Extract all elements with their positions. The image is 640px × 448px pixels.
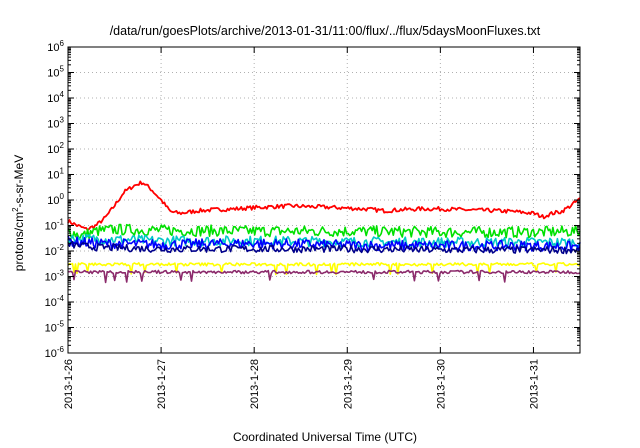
y-tick-label: 106 [47, 39, 64, 54]
x-tick-label: 2013-1-30 [435, 359, 447, 409]
y-axis-label-sup: 2 [11, 207, 20, 212]
x-tick-label: 2013-1-29 [342, 359, 354, 409]
y-tick-label: 10-5 [45, 320, 65, 335]
y-tick-label: 103 [47, 116, 64, 131]
y-tick-label: 10-3 [45, 269, 65, 284]
series-line [67, 262, 581, 276]
y-tick-label: 10-6 [45, 345, 65, 360]
x-tick-label: 2013-1-31 [528, 359, 540, 409]
series-line [67, 235, 581, 252]
series-layer [67, 180, 581, 284]
y-tick-label: 104 [47, 90, 64, 105]
series-line [67, 240, 581, 255]
y-tick-label: 102 [47, 141, 64, 156]
y-tick-label: 10-4 [45, 294, 65, 309]
x-tick-label: 2013-1-27 [156, 359, 168, 409]
x-axis: 2013-1-26 2013-1-27 2013-1-28 2013-1-29 2013… [63, 47, 540, 409]
y-tick-label: 10-2 [45, 243, 65, 258]
grid-lines [68, 47, 580, 353]
series-line [67, 223, 581, 240]
y-axis-label-base: protons/cm [12, 212, 26, 271]
x-axis-label: Coordinated Universal Time (UTC) [233, 430, 417, 444]
series-line [68, 269, 581, 284]
y-axis-label-rest: -s-sr-MeV [12, 155, 26, 208]
y-tick-label: 10-1 [45, 218, 65, 233]
series-line [67, 180, 581, 231]
y-axis: 10-6 10-5 10-4 10-3 10-2 10-1 100 101 102 103 104 1… [45, 39, 580, 360]
y-tick-label: 100 [47, 192, 64, 207]
y-tick-label: 105 [47, 65, 64, 80]
x-tick-label: 2013-1-26 [63, 359, 75, 409]
chart-title: /data/run/goesPlots/archive/2013-01-31/1… [110, 24, 541, 38]
x-tick-label: 2013-1-28 [249, 359, 261, 409]
y-tick-label: 101 [47, 167, 64, 182]
y-axis-label: protons/cm2-s-sr-MeV [11, 155, 26, 271]
